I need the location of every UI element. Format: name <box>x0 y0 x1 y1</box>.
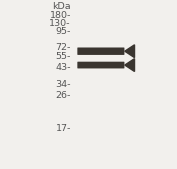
Polygon shape <box>125 59 135 71</box>
Polygon shape <box>125 45 135 58</box>
Text: 17-: 17- <box>55 124 71 133</box>
Text: 26-: 26- <box>55 91 71 100</box>
Text: 34-: 34- <box>55 80 71 89</box>
FancyBboxPatch shape <box>77 47 124 55</box>
Text: 43-: 43- <box>55 63 71 72</box>
Text: 55-: 55- <box>55 52 71 61</box>
Text: 95-: 95- <box>55 27 71 36</box>
Text: kDa: kDa <box>52 2 71 11</box>
Text: 72-: 72- <box>55 43 71 52</box>
Text: 180-: 180- <box>49 11 71 20</box>
FancyBboxPatch shape <box>77 62 124 68</box>
Text: 130-: 130- <box>49 19 71 28</box>
